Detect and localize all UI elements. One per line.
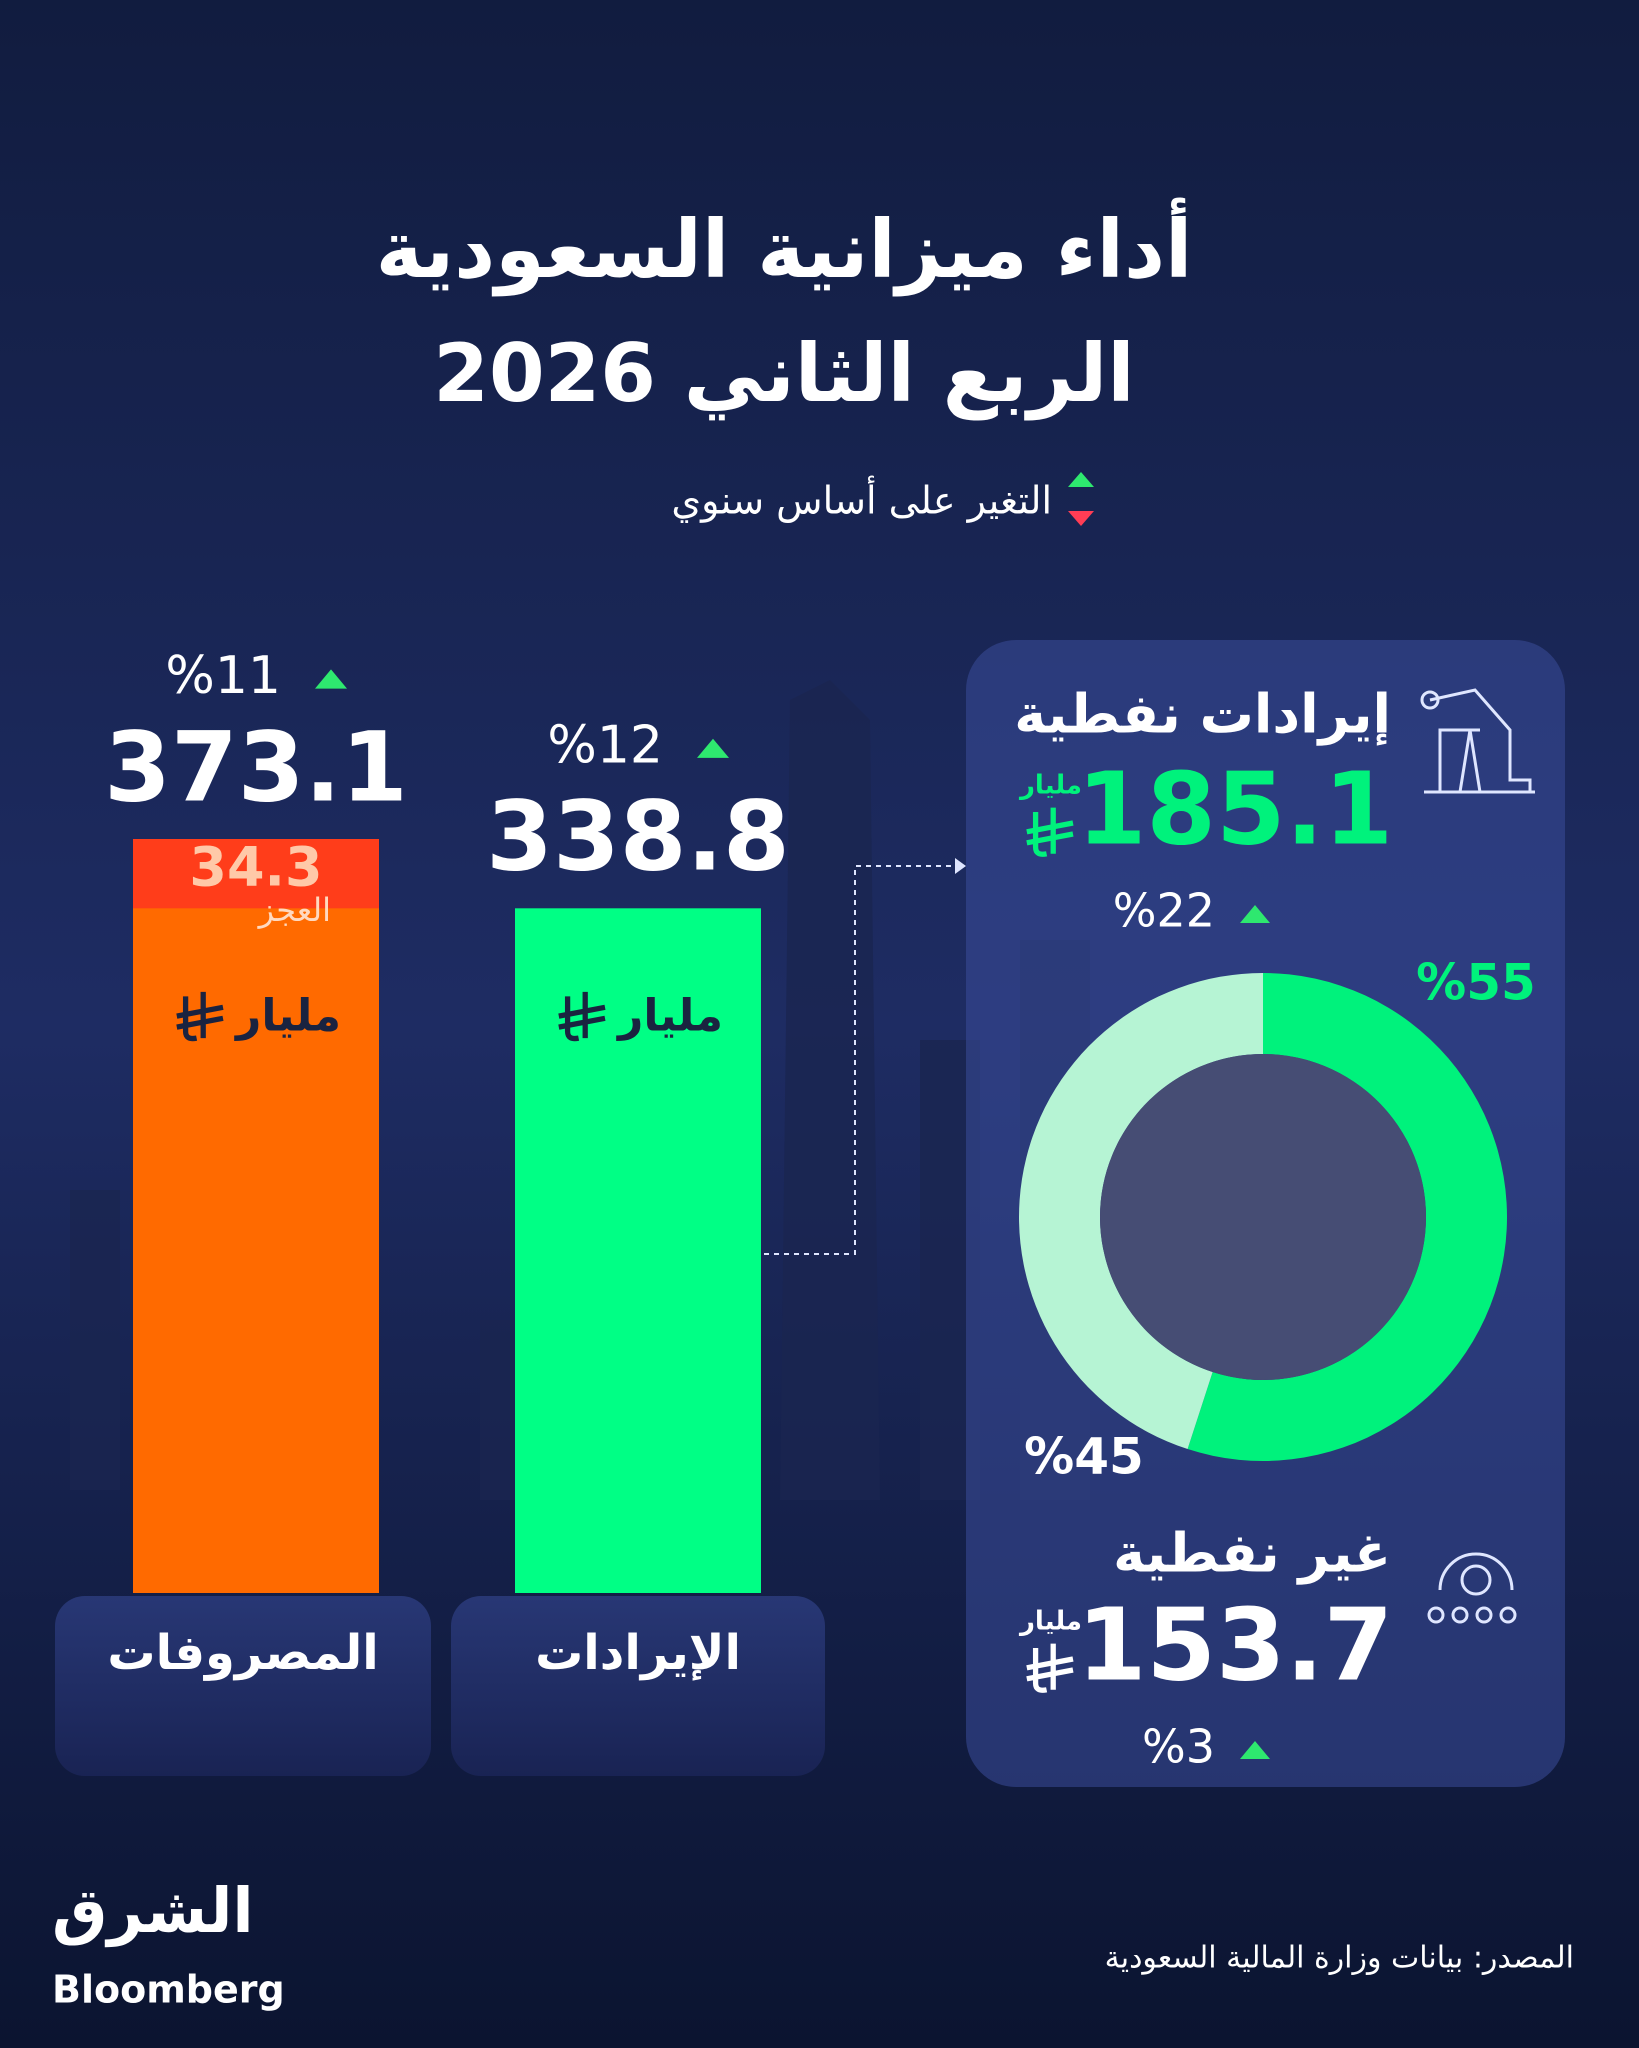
title: أداء ميزانية السعودية: [376, 198, 1193, 297]
riyal-sign: [1026, 1643, 1074, 1693]
riyal-sign: [558, 991, 606, 1042]
source: المصدر: بيانات وزارة المالية السعودية: [1105, 1941, 1574, 1976]
up-arrow: [1240, 905, 1270, 923]
logo: Bloomberg: [52, 1968, 285, 2012]
pie-label: %45: [1024, 1428, 1144, 1486]
donut-segment: [1019, 972, 1263, 1450]
category-box: [55, 1596, 431, 1776]
bar-value: 373.1: [104, 711, 408, 823]
change-label: %22: [1113, 884, 1215, 938]
up-arrow: [1240, 1741, 1270, 1759]
gear-icon: [1427, 1552, 1517, 1624]
up-arrow: [315, 669, 347, 689]
segment-title: إيرادات نفطية: [1014, 683, 1391, 746]
riyal-sign: [176, 991, 224, 1042]
connector: [764, 865, 955, 1255]
unit: مليار: [234, 990, 341, 1041]
logo: الشرق: [52, 1874, 254, 1947]
donut-segment: [1187, 972, 1508, 1461]
connector-arrow: [955, 858, 966, 874]
bar: [515, 908, 761, 1593]
change-label: %11: [165, 646, 281, 706]
riyal-sign: [1026, 807, 1074, 857]
segment-title: غير نفطية: [1113, 1522, 1391, 1585]
change-label: %12: [547, 715, 663, 775]
unit: مليار: [616, 990, 723, 1041]
unit: مليار: [1018, 771, 1082, 801]
up-arrow: [697, 738, 729, 758]
unit: مليار: [1018, 1607, 1082, 1637]
donut-hole: [1100, 1054, 1426, 1380]
bar: [133, 839, 379, 1593]
amount: 153.7: [1077, 1586, 1393, 1703]
legend-up: [1068, 472, 1094, 487]
deficit-value: 34.3: [189, 836, 322, 899]
category-label: الإيرادات: [535, 1625, 741, 1681]
legend-down: [1068, 511, 1094, 526]
amount: 185.1: [1077, 750, 1393, 867]
deficit-label: العجز: [257, 891, 331, 929]
category-label: المصروفات: [107, 1625, 378, 1681]
deficit-bar: [133, 839, 379, 909]
pie-label: %55: [1416, 954, 1536, 1012]
legend: التغير على أساس سنوي: [671, 476, 1052, 524]
change-label: %3: [1142, 1720, 1215, 1774]
oil-icon: [1420, 688, 1535, 794]
category-box: [451, 1596, 825, 1776]
title: الربع الثاني 2026: [433, 327, 1134, 421]
bar-value: 338.8: [486, 781, 790, 893]
